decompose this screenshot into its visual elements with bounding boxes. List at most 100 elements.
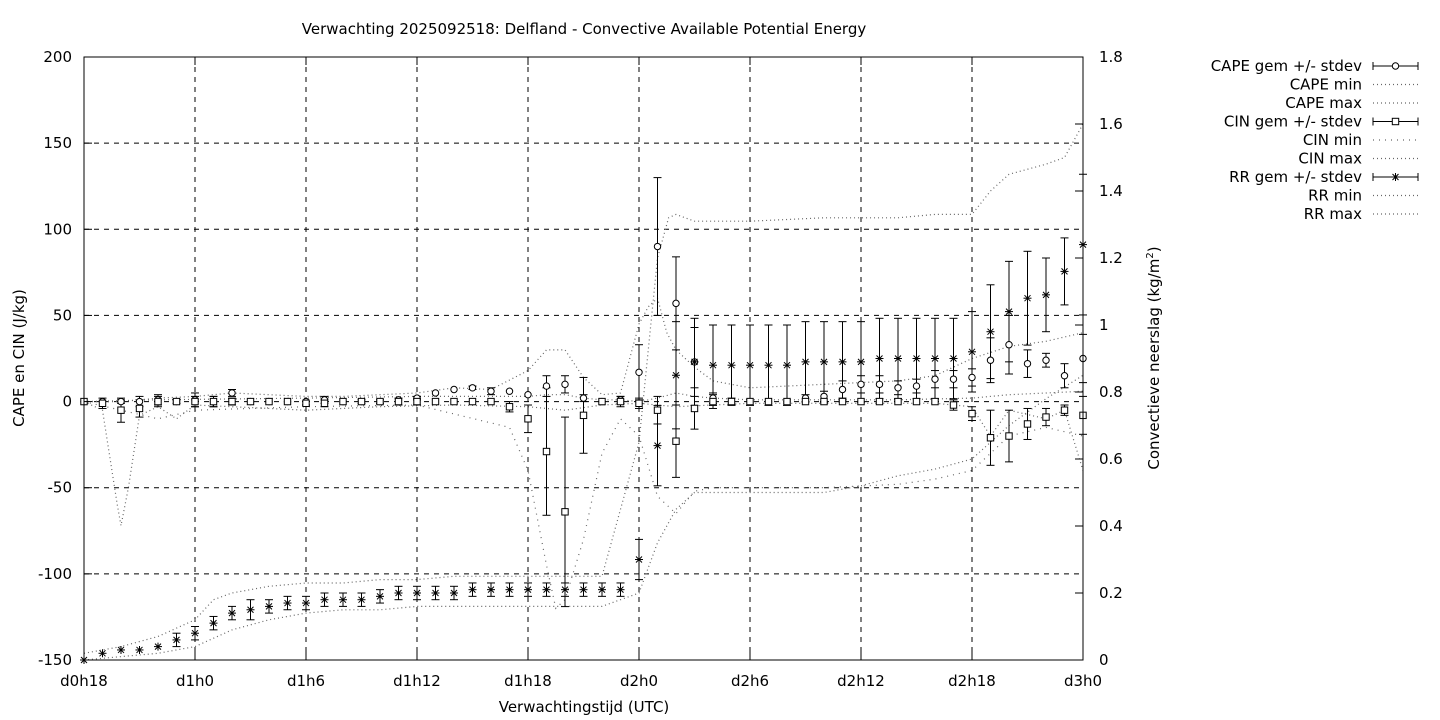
cape-point [487,387,495,395]
rr-point [246,605,255,614]
cin-point [376,397,384,406]
x-tick-label: d0h18 [60,672,108,690]
cin-point [98,399,107,407]
star-stroke [302,599,310,607]
cin-point [561,508,569,516]
legend-marker [1391,173,1400,181]
cin-point [635,399,643,407]
y2-tick-label: 0.6 [1099,450,1123,468]
cin-point [431,397,440,406]
cin-point [172,397,181,406]
cin-point [487,397,495,406]
cape-point [653,242,662,251]
cin-point [709,397,717,406]
legend-marker [1391,62,1400,70]
cin-point [820,397,828,406]
min-max-curves [83,123,1084,661]
rr-point [357,595,366,604]
y-axis-label: CAPE en CIN (J/kg) [10,289,28,427]
cin-point [653,406,662,414]
cape-point [986,356,995,364]
cape-point [561,380,569,389]
rr-point [320,595,329,604]
cin-point [912,397,921,406]
star-stroke [376,592,384,600]
star-stroke [654,442,661,449]
rr-point [1060,267,1069,276]
rr-point [986,327,995,336]
x-tick-label: d1h6 [287,672,325,690]
cape-min-curve [83,401,1084,526]
star-stroke [450,589,458,597]
star-stroke [709,361,717,369]
legend-label: CIN max [1298,150,1362,168]
cin-point [857,397,865,406]
rr-point [431,589,440,597]
cape-point [931,375,939,383]
cin-point [320,399,329,407]
rr-point [801,357,810,366]
star-stroke [191,629,199,637]
rr-point [838,357,847,366]
star-stroke [247,606,254,614]
rr-point [265,602,273,611]
cape-point [505,387,514,395]
rr-max-curve [83,123,1084,654]
star-stroke [358,596,365,604]
y-tick-label: 0 [62,393,72,411]
legend-label: CAPE gem +/- stdev [1211,57,1362,75]
x-tick-label: d2h0 [620,672,658,690]
legend-label: RR gem +/- stdev [1229,168,1362,186]
star-stroke [1042,291,1050,299]
plot-frame [83,56,1084,661]
chart-title: Verwachting 2025092518: Delfland - Conve… [302,20,867,38]
rr-point [154,642,162,651]
rr-point [487,585,495,594]
cape-point [635,368,643,376]
cin-point [524,415,532,423]
cin-point [598,397,606,406]
cape-point [968,373,976,382]
rr-point [764,361,773,370]
cin-point [672,437,680,445]
star-stroke [598,586,606,594]
star-stroke [99,649,106,657]
cape-point [468,384,477,392]
star-stroke [857,358,865,366]
cape-point [672,299,680,308]
star-stroke [506,586,513,594]
cape-point [524,390,532,399]
cin-point [450,397,458,406]
star-stroke [469,586,476,594]
rr-point [542,585,551,594]
x-tick-label: d3h0 [1064,672,1102,690]
cin-point [413,397,421,406]
cin-point [117,406,125,414]
cin-point [875,397,884,406]
y-tick-label: 200 [43,48,72,66]
star-stroke [136,646,143,654]
star-stroke [691,358,698,366]
rr-point [283,599,292,608]
cape-point [135,397,144,406]
cin-point [339,397,347,406]
y2-axis-ticks: 0 0.2 0.4 0.6 0.8 1 1.2 1.4 1.6 1.8 [1075,48,1123,669]
rr-point [172,635,181,644]
y2-tick-label: 1.6 [1099,115,1123,133]
cape-point [949,375,958,383]
rr-point [653,441,662,450]
cape-point [579,394,588,402]
star-stroke [173,636,180,644]
rr-point [413,589,421,597]
cape-point [894,384,902,392]
cin-min-curve [83,401,1084,610]
star-stroke [154,643,162,650]
star-stroke [746,361,754,369]
legend-label: RR max [1304,205,1362,223]
star-stroke [635,556,643,563]
star-stroke [561,586,569,594]
rr-point [783,361,791,370]
cape-point [1060,372,1069,380]
star-stroke [950,355,957,362]
